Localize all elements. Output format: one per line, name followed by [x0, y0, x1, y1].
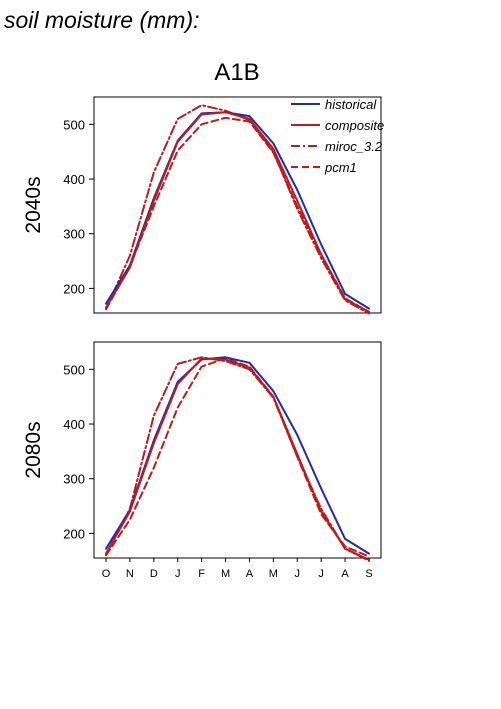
x-tick-label: J	[295, 568, 301, 580]
row-label-2040s: 2040s	[22, 176, 45, 233]
x-tick-label: O	[102, 568, 111, 580]
x-tick-label: N	[126, 568, 134, 580]
x-tick-label: J	[175, 568, 181, 580]
x-tick-label: J	[318, 568, 324, 580]
x-tick-label: M	[221, 568, 230, 580]
legend-label: pcm1	[324, 160, 357, 175]
series-line-composite	[105, 111, 370, 313]
legend-label: miroc_3.2	[325, 139, 383, 154]
row-label-2080s: 2080s	[22, 421, 45, 478]
y-tick-label: 500	[63, 117, 85, 132]
y-tick-label: 500	[63, 362, 85, 377]
x-tick-label: M	[269, 568, 278, 580]
series-lines	[105, 104, 370, 315]
y-tick-label: 200	[63, 526, 85, 541]
y-tick-label: 300	[63, 227, 85, 242]
x-tick-label: A	[246, 568, 254, 580]
y-tick-label: 200	[63, 281, 85, 296]
plot-frame	[93, 341, 382, 559]
series-line-pcm1	[105, 357, 370, 558]
x-tick-label: F	[198, 568, 205, 580]
x-tick-label: D	[150, 568, 158, 580]
legend-label: composite	[325, 118, 384, 133]
scenario-title: A1B	[214, 59, 259, 86]
x-tick-label: S	[365, 568, 372, 580]
plot-frame	[93, 96, 382, 314]
y-tick-label: 400	[63, 417, 85, 432]
y-axis: 200 300 400 500	[63, 362, 94, 541]
series-line-composite	[105, 357, 370, 561]
y-tick-label: 400	[63, 172, 85, 187]
series-line-miroc-3-2	[105, 104, 370, 315]
y-axis: 200 300 400 500	[63, 117, 94, 296]
series-lines	[105, 356, 370, 562]
legend-label: historical	[325, 97, 377, 112]
page-title: soil moisture (mm):	[4, 7, 200, 33]
panel-2040s: 2040s 200 300 400 500 historical composite mi…	[22, 96, 384, 315]
panel-2080s: 2080s 200 300 400 500 O N D J F M A M J J A S	[22, 341, 382, 580]
y-tick-label: 300	[63, 472, 85, 487]
series-line-miroc-3-2	[105, 356, 370, 562]
legend: historical composite miroc_3.2 pcm1	[291, 97, 384, 175]
x-tick-label: A	[341, 568, 349, 580]
